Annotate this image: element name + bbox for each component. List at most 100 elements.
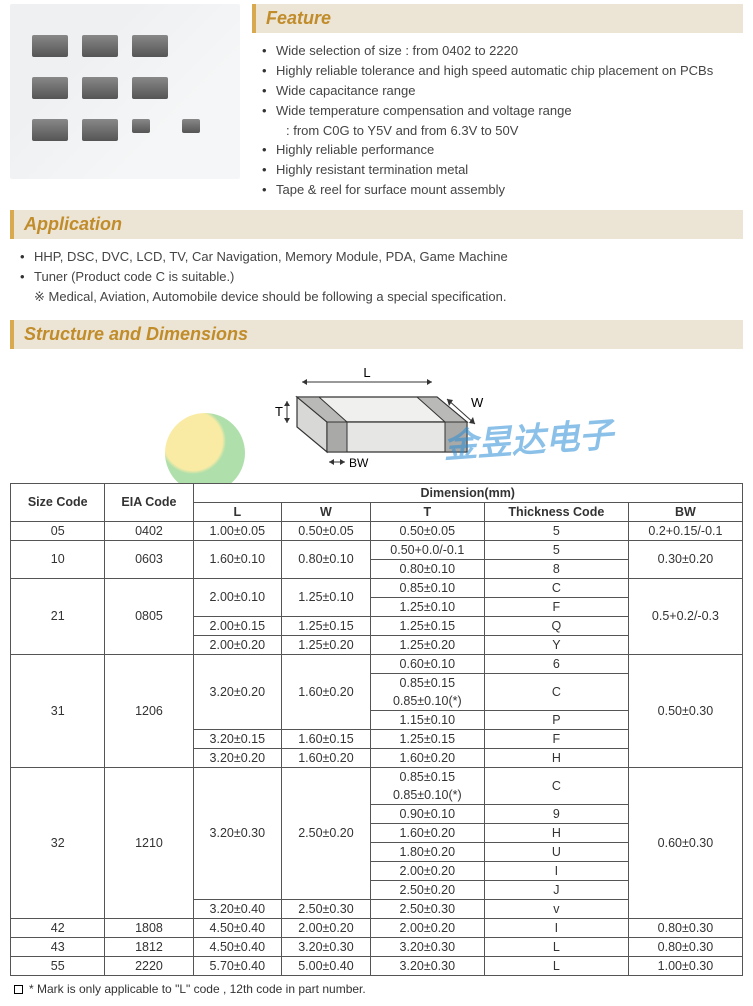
cell: I xyxy=(484,861,628,880)
cell: 5 xyxy=(484,521,628,540)
cell: 0.50±0.05 xyxy=(282,521,371,540)
cell: 5.00±0.40 xyxy=(282,956,371,975)
cell: 55 xyxy=(11,956,105,975)
th-tc: Thickness Code xyxy=(484,502,628,521)
cell: 5.70±0.40 xyxy=(193,956,282,975)
cell: 2220 xyxy=(105,956,193,975)
th-size: Size Code xyxy=(11,483,105,521)
cell: 1206 xyxy=(105,654,193,767)
cell: 1.60±0.20 xyxy=(282,748,371,767)
svg-text:L: L xyxy=(363,365,370,380)
cell: F xyxy=(484,597,628,616)
cell: 1.00±0.05 xyxy=(193,521,282,540)
cell: 42 xyxy=(11,918,105,937)
cell: 1210 xyxy=(105,767,193,918)
cell: 0.85±0.15 xyxy=(370,767,484,786)
cell: 0.50±0.05 xyxy=(370,521,484,540)
cell: 3.20±0.40 xyxy=(193,899,282,918)
cell: 1.25±0.15 xyxy=(370,729,484,748)
cell: 3.20±0.30 xyxy=(282,937,371,956)
application-title: Application xyxy=(24,214,122,234)
dimension-diagram: L W T BW xyxy=(10,357,743,475)
structure-title: Structure and Dimensions xyxy=(24,324,248,344)
cell: 2.50±0.30 xyxy=(370,899,484,918)
cell: 0.50+0.0/-0.1 xyxy=(370,540,484,559)
feature-list: Wide selection of size : from 0402 to 22… xyxy=(252,41,743,200)
th-BW: BW xyxy=(628,502,742,521)
cell: 1.15±0.10 xyxy=(370,710,484,729)
application-item: HHP, DSC, DVC, LCD, TV, Car Navigation, … xyxy=(20,247,743,267)
application-list: HHP, DSC, DVC, LCD, TV, Car Navigation, … xyxy=(10,247,743,287)
cell: 0603 xyxy=(105,540,193,578)
cell: 0.5+0.2/-0.3 xyxy=(628,578,742,654)
application-item: Tuner (Product code C is suitable.) xyxy=(20,267,743,287)
cell: 21 xyxy=(11,578,105,654)
cell: 0.60±0.10 xyxy=(370,654,484,673)
cell: 4.50±0.40 xyxy=(193,937,282,956)
cell: 2.50±0.20 xyxy=(370,880,484,899)
footnote-text: * Mark is only applicable to "L" code , … xyxy=(29,982,366,996)
cell: 1.25±0.15 xyxy=(370,616,484,635)
cell: 43 xyxy=(11,937,105,956)
th-T: T xyxy=(370,502,484,521)
cell: 2.00±0.20 xyxy=(370,918,484,937)
th-L: L xyxy=(193,502,282,521)
cell: 9 xyxy=(484,804,628,823)
cell: 1.25±0.10 xyxy=(282,578,371,616)
cell: 1.60±0.20 xyxy=(370,748,484,767)
svg-text:T: T xyxy=(275,404,283,419)
feature-item: Wide temperature compensation and voltag… xyxy=(262,101,743,121)
th-W: W xyxy=(282,502,371,521)
cell: Y xyxy=(484,635,628,654)
cell: 2.00±0.15 xyxy=(193,616,282,635)
cell: 2.00±0.20 xyxy=(193,635,282,654)
cell: 2.00±0.20 xyxy=(370,861,484,880)
cell: C xyxy=(484,767,628,804)
cell: 0.85±0.10(*) xyxy=(370,692,484,711)
feature-subline: : from C0G to Y5V and from 6.3V to 50V xyxy=(262,122,743,140)
cell: Q xyxy=(484,616,628,635)
cell: C xyxy=(484,578,628,597)
cell: L xyxy=(484,937,628,956)
cell: 1.25±0.15 xyxy=(282,616,371,635)
cell: 2.00±0.10 xyxy=(193,578,282,616)
cell: 05 xyxy=(11,521,105,540)
th-eia: EIA Code xyxy=(105,483,193,521)
svg-text:BW: BW xyxy=(349,456,369,470)
cell: 1.60±0.20 xyxy=(370,823,484,842)
cell: 3.20±0.30 xyxy=(370,937,484,956)
cell: 1.25±0.10 xyxy=(370,597,484,616)
cell: 3.20±0.30 xyxy=(370,956,484,975)
cell: 0.30±0.20 xyxy=(628,540,742,578)
feature-item: Tape & reel for surface mount assembly xyxy=(262,180,743,200)
cell: L xyxy=(484,956,628,975)
cell: 3.20±0.15 xyxy=(193,729,282,748)
cell: 0.60±0.30 xyxy=(628,767,742,918)
cell: 1.60±0.10 xyxy=(193,540,282,578)
feature-title: Feature xyxy=(266,8,331,28)
cell: 1.25±0.20 xyxy=(282,635,371,654)
application-note: ※ Medical, Aviation, Automobile device s… xyxy=(10,287,743,307)
cell: 0.85±0.15 xyxy=(370,673,484,692)
cell: P xyxy=(484,710,628,729)
cell: 3.20±0.20 xyxy=(193,748,282,767)
cell: 1.60±0.20 xyxy=(282,654,371,729)
cell: 0.50±0.30 xyxy=(628,654,742,767)
feature-item: Highly resistant termination metal xyxy=(262,160,743,180)
cell: 3.20±0.20 xyxy=(193,654,282,729)
cell: 0.80±0.30 xyxy=(628,918,742,937)
cell: 2.50±0.30 xyxy=(282,899,371,918)
product-image xyxy=(10,4,240,179)
structure-heading: Structure and Dimensions xyxy=(10,320,743,349)
cell: C xyxy=(484,673,628,710)
cell: 31 xyxy=(11,654,105,767)
cell: 0.2+0.15/-0.1 xyxy=(628,521,742,540)
cell: U xyxy=(484,842,628,861)
cell: 32 xyxy=(11,767,105,918)
cell: 1.00±0.30 xyxy=(628,956,742,975)
cell: 6 xyxy=(484,654,628,673)
cell: 1.25±0.20 xyxy=(370,635,484,654)
cell: 0402 xyxy=(105,521,193,540)
cell: 2.00±0.20 xyxy=(282,918,371,937)
cell: 0.80±0.10 xyxy=(282,540,371,578)
